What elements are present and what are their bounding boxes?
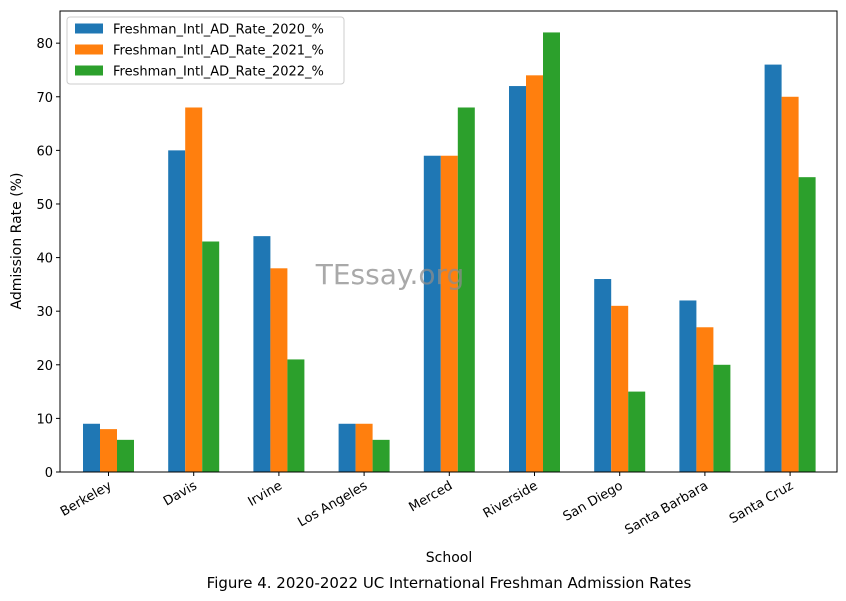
bar-san-diego-series-3 [628,391,646,472]
legend-swatch-series-2 [75,44,103,55]
y-tick-label: 0 [45,466,53,481]
y-tick-label: 30 [36,305,53,320]
bar-irvine-series-2 [270,268,288,472]
bars-layer [83,32,816,473]
y-tick-label: 40 [36,252,53,267]
legend-swatch-series-1 [75,23,103,34]
bar-irvine-series-1 [253,236,271,472]
y-axis: 0 10 20 30 40 50 60 70 80 [36,37,60,481]
bar-irvine-series-3 [287,359,305,472]
bar-san-diego-series-1 [594,279,612,472]
figure-caption: Figure 4. 2020-2022 UC International Fre… [207,574,692,592]
bar-santa-barbara-series-3 [713,364,731,472]
bar-merced-series-2 [440,155,458,473]
x-axis-label: School [426,550,472,566]
y-tick-label: 10 [36,412,53,427]
y-tick-label: 20 [36,359,53,374]
legend-label-series-2: Freshman_Intl_AD_Rate_2021_% [113,44,324,59]
bar-berkeley-series-2 [100,429,117,472]
bar-davis-series-1 [168,150,186,472]
watermark-text: TEssay.org [315,258,465,291]
bar-santa-cruz-series-2 [781,96,799,473]
bar-riverside-series-2 [526,75,543,472]
bar-los-angeles-series-1 [338,423,356,472]
bar-santa-barbara-series-2 [696,327,714,472]
bar-merced-series-3 [457,107,475,473]
y-axis-label: Admission Rate (%) [9,173,25,310]
legend-box [66,16,345,85]
legend: Freshman_Intl_AD_Rate_2020_% Freshman_Int… [66,16,345,85]
bar-merced-series-1 [423,155,441,473]
bar-santa-cruz-series-3 [798,177,816,473]
bar-riverside-series-1 [509,86,526,473]
y-tick-label: 50 [36,198,53,213]
bar-davis-series-2 [185,107,203,473]
bar-riverside-series-3 [543,32,560,472]
legend-label-series-1: Freshman_Intl_AD_Rate_2020_% [113,23,324,38]
legend-swatch-series-3 [75,65,103,76]
y-tick-label: 70 [36,91,53,106]
bar-berkeley-series-1 [83,423,100,472]
y-tick-label: 60 [36,144,53,159]
bar-los-angeles-series-3 [372,439,390,472]
bar-san-diego-series-2 [611,305,629,472]
bar-santa-barbara-series-1 [679,300,697,472]
bar-los-angeles-series-2 [355,423,373,472]
bar-davis-series-3 [202,241,220,472]
bar-berkeley-series-3 [117,439,134,472]
y-tick-label: 80 [36,37,53,52]
plot-frame [59,10,838,473]
legend-label-series-3: Freshman_Intl_AD_Rate_2022_% [113,65,324,80]
bar-santa-cruz-series-1 [764,64,782,472]
